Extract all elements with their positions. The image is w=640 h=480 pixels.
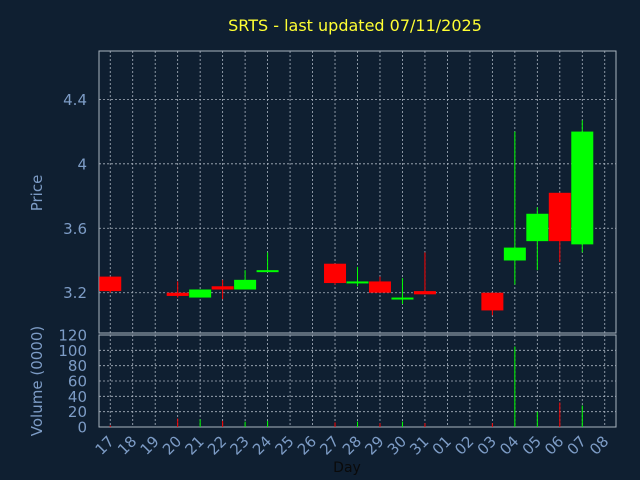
- volume-tick-label: 80: [68, 357, 87, 375]
- volume-tick-label: 60: [68, 373, 87, 391]
- candle-body: [346, 281, 369, 284]
- price-axis-label: Price: [28, 175, 46, 212]
- volume-tick-label: 100: [58, 342, 87, 360]
- candle: [346, 266, 369, 287]
- volume-tick-label: 120: [58, 327, 87, 345]
- candle-body: [571, 131, 594, 245]
- candle-body: [391, 297, 414, 300]
- candle-body: [368, 281, 391, 293]
- price-panel: 3.2 3.6 4 4.4: [63, 50, 617, 334]
- candle: [166, 281, 189, 298]
- candle: [324, 263, 347, 285]
- candle: [481, 292, 504, 316]
- price-tick-label: 4.4: [63, 91, 87, 109]
- x-axis: 1718192021222324252627282930310102030405…: [92, 432, 613, 458]
- volume-tick-label: 0: [77, 419, 87, 437]
- candle-body: [526, 213, 549, 242]
- candle-body: [234, 279, 257, 290]
- candle: [413, 252, 436, 295]
- candle-body: [189, 289, 212, 298]
- candle: [368, 276, 391, 293]
- candles: [99, 120, 594, 316]
- volume-axis-label: Volume (0000): [28, 326, 46, 436]
- price-tick-label: 3.2: [63, 284, 87, 302]
- volume-tick-label: 20: [68, 403, 87, 421]
- candle: [211, 279, 234, 300]
- candle: [571, 120, 594, 253]
- candle: [548, 192, 571, 263]
- candle: [256, 252, 279, 273]
- candle-body: [413, 291, 436, 295]
- candle: [503, 131, 526, 285]
- candle-body: [324, 263, 347, 284]
- candle-body: [503, 247, 526, 261]
- candle-body: [99, 276, 122, 292]
- x-axis-label: Day: [333, 460, 361, 476]
- candle-body: [211, 286, 234, 290]
- price-tick-label: 3.6: [63, 220, 87, 238]
- chart-title: SRTS - last updated 07/11/2025: [228, 16, 482, 35]
- candle: [526, 207, 549, 271]
- price-tick-label: 4: [77, 155, 87, 173]
- candle: [391, 278, 414, 304]
- candle: [99, 276, 122, 293]
- candle-body: [166, 292, 189, 296]
- candle-body: [481, 292, 504, 311]
- candle-body: [548, 192, 571, 242]
- volume-tick-label: 40: [68, 388, 87, 406]
- candle-body: [256, 270, 279, 273]
- candle: [189, 289, 212, 298]
- candle: [234, 270, 257, 290]
